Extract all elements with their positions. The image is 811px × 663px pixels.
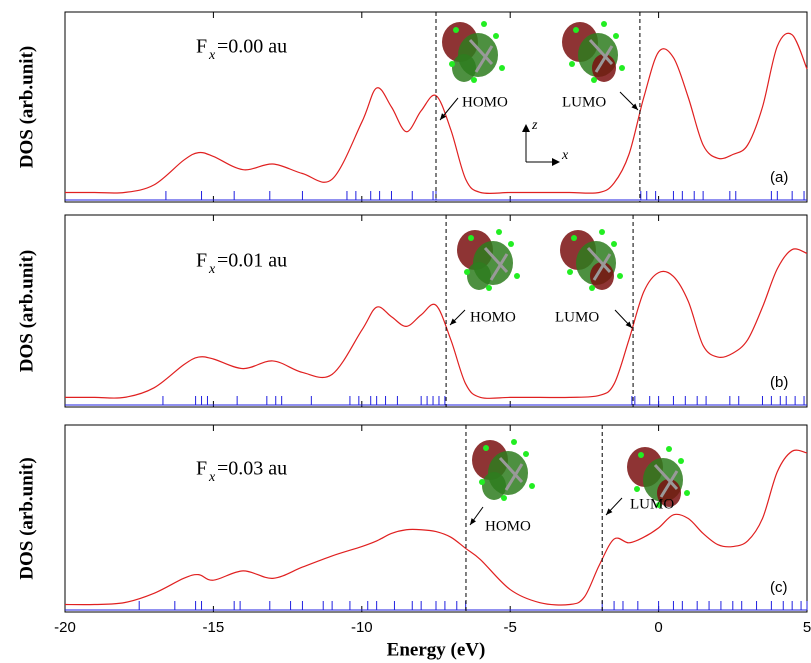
orbital-picture	[560, 229, 623, 291]
atom	[678, 458, 684, 464]
x-axis-label: Energy (eV)	[387, 639, 486, 660]
dos-curve	[65, 450, 807, 605]
atom	[634, 486, 640, 492]
atom	[617, 273, 623, 279]
atom	[471, 77, 477, 83]
axis-indicator-label: x	[561, 148, 569, 163]
arrow-head	[552, 158, 560, 166]
atom	[619, 65, 625, 71]
y-axis-label: DOS (arb.unit)	[16, 457, 37, 579]
atom	[638, 452, 644, 458]
orbital-picture	[472, 439, 535, 501]
homo-label: HOMO	[470, 309, 516, 325]
plot-frame	[65, 425, 807, 612]
panel-label: (b)	[770, 374, 788, 391]
y-axis-label: DOS (arb.unit)	[16, 250, 37, 372]
atom	[684, 490, 690, 496]
arrow-head	[522, 124, 530, 132]
orbital-picture	[442, 21, 505, 83]
atom	[493, 33, 499, 39]
field-subscript: x	[208, 470, 216, 485]
atom	[501, 495, 507, 501]
field-symbol: F	[196, 36, 207, 58]
atom	[514, 273, 520, 279]
field-value: =0.00 au	[217, 36, 287, 58]
x-tick-label: -10	[351, 619, 373, 636]
axis-indicator-label: z	[531, 118, 538, 133]
field-value: =0.03 au	[217, 458, 287, 480]
field-subscript: x	[208, 48, 216, 63]
field-value: =0.01 au	[217, 250, 287, 272]
homo-label: HOMO	[462, 94, 508, 110]
atom	[468, 235, 474, 241]
atom	[611, 241, 617, 247]
field-subscript: x	[208, 262, 216, 277]
x-tick-label: -15	[203, 619, 225, 636]
atom	[569, 61, 575, 67]
x-tick-label: 5	[803, 619, 811, 636]
dos-curve	[65, 249, 807, 398]
atom	[523, 451, 529, 457]
atom	[481, 21, 487, 27]
lumo-label: LUMO	[555, 309, 599, 325]
atom	[591, 77, 597, 83]
x-tick-label: 0	[654, 619, 662, 636]
y-axis-label: DOS (arb.unit)	[16, 46, 37, 168]
atom	[464, 269, 470, 275]
arrow-head	[470, 518, 476, 525]
atom	[601, 21, 607, 27]
atom	[479, 479, 485, 485]
lumo-label: LUMO	[562, 94, 606, 110]
atom	[529, 483, 535, 489]
homo-label: HOMO	[485, 518, 531, 534]
panel-label: (a)	[770, 169, 788, 186]
atom	[589, 285, 595, 291]
atom	[508, 241, 514, 247]
atom	[496, 229, 502, 235]
atom	[486, 285, 492, 291]
orbital-picture	[562, 21, 625, 83]
atom	[571, 235, 577, 241]
field-symbol: F	[196, 250, 207, 272]
x-tick-label: -20	[54, 619, 76, 636]
panel-label: (c)	[770, 579, 788, 596]
atom	[483, 445, 489, 451]
atom	[599, 229, 605, 235]
orbital-picture	[457, 229, 520, 291]
atom	[613, 33, 619, 39]
field-symbol: F	[196, 458, 207, 480]
atom	[567, 269, 573, 275]
atom	[499, 65, 505, 71]
atom	[573, 27, 579, 33]
atom	[449, 61, 455, 67]
atom	[666, 446, 672, 452]
x-tick-label: -5	[504, 619, 517, 636]
plot-frame	[65, 215, 807, 407]
atom	[511, 439, 517, 445]
atom	[453, 27, 459, 33]
lumo-label: LUMO	[630, 496, 674, 512]
chart: HOMOLUMOFx=0.00 au(a)DOS (arb.unit)zxHOM…	[0, 0, 811, 663]
